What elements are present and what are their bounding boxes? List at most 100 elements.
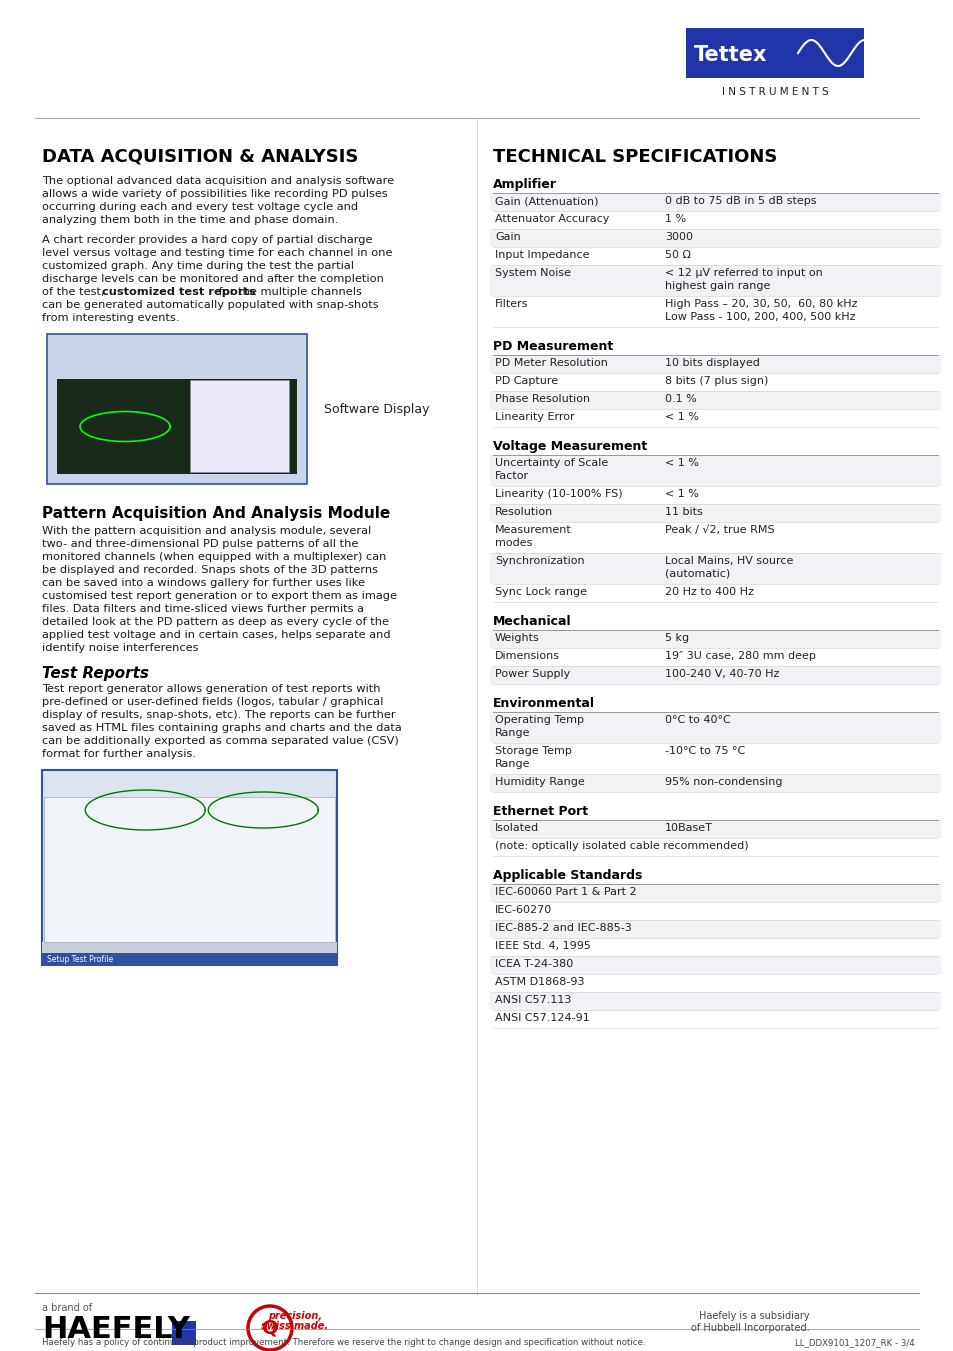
Text: With the pattern acquisition and analysis module, several: With the pattern acquisition and analysi… [42,526,371,536]
Bar [490,712,940,743]
Text: HAEFELY: HAEFELY [42,1315,190,1344]
Text: Haefely is a subsidiary
of Hubbell Incorporated.: Haefely is a subsidiary of Hubbell Incor… [691,1310,809,1332]
Bar [490,884,940,902]
Text: Gain (Attenuation): Gain (Attenuation) [495,196,598,205]
Text: 1 %: 1 % [664,213,685,224]
Text: format for further analysis.: format for further analysis. [42,748,195,759]
Text: Resolution: Resolution [495,507,553,517]
Text: LL_DDX9101_1207_RK - 3/4: LL_DDX9101_1207_RK - 3/4 [795,1337,914,1347]
Text: Ethernet Port: Ethernet Port [493,805,587,817]
Text: files. Data filters and time-sliced views further permits a: files. Data filters and time-sliced view… [42,604,364,613]
Text: analyzing them both in the time and phase domain.: analyzing them both in the time and phas… [42,215,338,226]
Text: PD Measurement: PD Measurement [493,340,613,353]
Bar [490,230,940,247]
Text: Phase Resolution: Phase Resolution [495,394,590,404]
Text: < 1 %: < 1 % [664,458,699,467]
Text: Weights: Weights [495,634,539,643]
Text: pre-defined or user-defined fields (logos, tabular / graphical: pre-defined or user-defined fields (logo… [42,697,383,707]
Bar [490,265,940,296]
Bar [490,193,940,211]
Bar [490,920,940,938]
Text: The optional advanced data acquisition and analysis software: The optional advanced data acquisition a… [42,176,394,186]
Text: (automatic): (automatic) [664,569,729,580]
Text: saved as HTML files containing graphs and charts and the data: saved as HTML files containing graphs an… [42,723,401,734]
Text: 95% non-condensing: 95% non-condensing [664,777,781,788]
Text: Humidity Range: Humidity Range [495,777,584,788]
Text: 20 Hz to 400 Hz: 20 Hz to 400 Hz [664,586,753,597]
Text: High Pass – 20, 30, 50,  60, 80 kHz: High Pass – 20, 30, 50, 60, 80 kHz [664,299,857,309]
Bar [490,992,940,1011]
Text: can be generated automatically populated with snap-shots: can be generated automatically populated… [42,300,378,309]
Bar [490,630,940,648]
Text: Gain: Gain [495,232,520,242]
Text: Peak / √2, true RMS: Peak / √2, true RMS [664,526,774,535]
Text: Synchronization: Synchronization [495,557,584,566]
Text: applied test voltage and in certain cases, helps separate and: applied test voltage and in certain case… [42,630,390,640]
Text: Linearity Error: Linearity Error [495,412,574,422]
Text: DATA ACQUISITION & ANALYSIS: DATA ACQUISITION & ANALYSIS [42,149,358,166]
Text: identify noise interferences: identify noise interferences [42,643,198,653]
Text: Voltage Measurement: Voltage Measurement [493,440,646,453]
Text: monitored channels (when equipped with a multiplexer) can: monitored channels (when equipped with a… [42,553,386,562]
Text: (note: optically isolated cable recommended): (note: optically isolated cable recommen… [495,842,748,851]
Text: level versus voltage and testing time for each channel in one: level versus voltage and testing time fo… [42,249,392,258]
Bar [490,355,940,373]
Bar [490,390,940,409]
Text: 0°C to 40°C: 0°C to 40°C [664,715,730,725]
Text: 50 Ω: 50 Ω [664,250,690,259]
Text: Haefely has a policy of continuous product improvement. Therefore we reserve the: Haefely has a policy of continuous produ… [42,1337,645,1347]
Text: Software Display: Software Display [324,403,429,416]
Bar [490,774,940,792]
Text: ANSI C57.124-91: ANSI C57.124-91 [495,1013,589,1023]
Text: 10BaseT: 10BaseT [664,823,712,834]
Text: Mechanical: Mechanical [493,615,571,628]
Text: < 1 %: < 1 % [664,412,699,422]
Text: ASTM D1868-93: ASTM D1868-93 [495,977,584,988]
Text: 8 bits (7 plus sign): 8 bits (7 plus sign) [664,376,767,386]
Text: 19″ 3U case, 280 mm deep: 19″ 3U case, 280 mm deep [664,651,815,661]
Text: Input Impedance: Input Impedance [495,250,589,259]
Text: precision,: precision, [268,1310,322,1321]
Text: IEC-60270: IEC-60270 [495,905,552,915]
Text: Setup Test Profile: Setup Test Profile [47,955,113,963]
Bar [42,770,336,965]
Text: IEEE Std. 4, 1995: IEEE Std. 4, 1995 [495,942,590,951]
Text: Local Mains, HV source: Local Mains, HV source [664,557,793,566]
Text: TECHNICAL SPECIFICATIONS: TECHNICAL SPECIFICATIONS [493,149,777,166]
Text: can be saved into a windows gallery for further uses like: can be saved into a windows gallery for … [42,578,365,588]
Bar [490,666,940,684]
Text: Test report generator allows generation of test reports with: Test report generator allows generation … [42,684,380,694]
Text: Amplifier: Amplifier [493,178,557,190]
Text: Q: Q [261,1319,278,1337]
Text: IEC-885-2 and IEC-885-3: IEC-885-2 and IEC-885-3 [495,923,631,934]
Text: Low Pass - 100, 200, 400, 500 kHz: Low Pass - 100, 200, 400, 500 kHz [664,312,855,322]
Text: Range: Range [495,759,530,769]
Text: Applicable Standards: Applicable Standards [493,869,641,882]
Text: be displayed and recorded. Snaps shots of the 3D patterns: be displayed and recorded. Snaps shots o… [42,565,377,576]
Text: Storage Temp: Storage Temp [495,746,571,757]
Text: modes: modes [495,538,532,549]
Text: ICEA T-24-380: ICEA T-24-380 [495,959,573,969]
Text: 11 bits: 11 bits [664,507,702,517]
Text: 0.1 %: 0.1 % [664,394,696,404]
Text: Uncertainty of Scale: Uncertainty of Scale [495,458,608,467]
Text: discharge levels can be monitored and after the completion: discharge levels can be monitored and af… [42,274,383,284]
Text: Dimensions: Dimensions [495,651,559,661]
Text: customized graph. Any time during the test the partial: customized graph. Any time during the te… [42,261,354,272]
Text: of the test,: of the test, [42,286,108,297]
Text: Environmental: Environmental [493,697,595,711]
Bar [44,797,335,942]
Text: allows a wide variety of possibilities like recording PD pulses: allows a wide variety of possibilities l… [42,189,387,199]
Text: I N S T R U M E N T S: I N S T R U M E N T S [720,86,827,97]
Text: Test Reports: Test Reports [42,666,149,681]
Text: 3000: 3000 [664,232,692,242]
Text: two- and three-dimensional PD pulse patterns of all the: two- and three-dimensional PD pulse patt… [42,539,358,549]
Text: detailed look at the PD pattern as deep as every cycle of the: detailed look at the PD pattern as deep … [42,617,389,627]
Bar [685,28,863,78]
Text: can be additionally exported as comma separated value (CSV): can be additionally exported as comma se… [42,736,398,746]
Text: Sync Lock range: Sync Lock range [495,586,586,597]
Text: Tettex: Tettex [693,45,767,65]
Text: -10°C to 75 °C: -10°C to 75 °C [664,746,744,757]
Text: IEC-60060 Part 1 & Part 2: IEC-60060 Part 1 & Part 2 [495,888,636,897]
Text: < 12 μV referred to input on: < 12 μV referred to input on [664,267,821,278]
